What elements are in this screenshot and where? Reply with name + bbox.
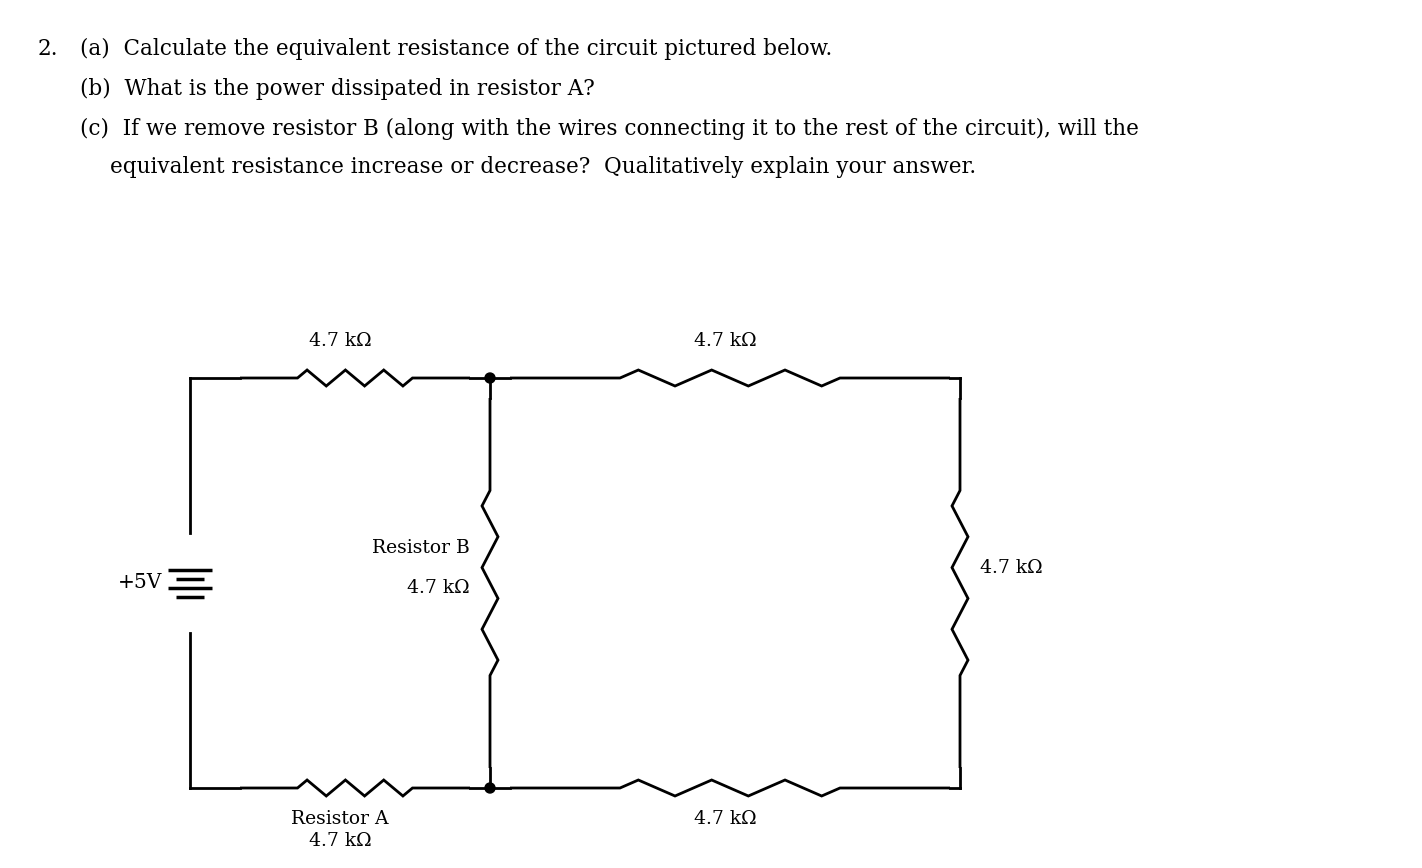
- Text: 4.7 kΩ: 4.7 kΩ: [694, 810, 757, 828]
- Text: 4.7 kΩ: 4.7 kΩ: [407, 579, 471, 597]
- Text: 4.7 kΩ: 4.7 kΩ: [980, 559, 1042, 577]
- Circle shape: [485, 373, 495, 383]
- Text: (c)  If we remove resistor B (along with the wires connecting it to the rest of : (c) If we remove resistor B (along with …: [80, 118, 1139, 140]
- Text: 4.7 kΩ: 4.7 kΩ: [309, 832, 371, 850]
- Text: +5V: +5V: [118, 574, 162, 593]
- Circle shape: [485, 783, 495, 793]
- Text: 4.7 kΩ: 4.7 kΩ: [694, 332, 757, 350]
- Text: Resistor B: Resistor B: [373, 539, 471, 557]
- Text: 2.: 2.: [38, 38, 58, 60]
- Text: Resistor A: Resistor A: [292, 810, 388, 828]
- Text: 4.7 kΩ: 4.7 kΩ: [309, 332, 371, 350]
- Text: (b)  What is the power dissipated in resistor A?: (b) What is the power dissipated in resi…: [80, 78, 594, 100]
- Text: equivalent resistance increase or decrease?  Qualitatively explain your answer.: equivalent resistance increase or decrea…: [109, 156, 975, 178]
- Text: (a)  Calculate the equivalent resistance of the circuit pictured below.: (a) Calculate the equivalent resistance …: [80, 38, 832, 60]
